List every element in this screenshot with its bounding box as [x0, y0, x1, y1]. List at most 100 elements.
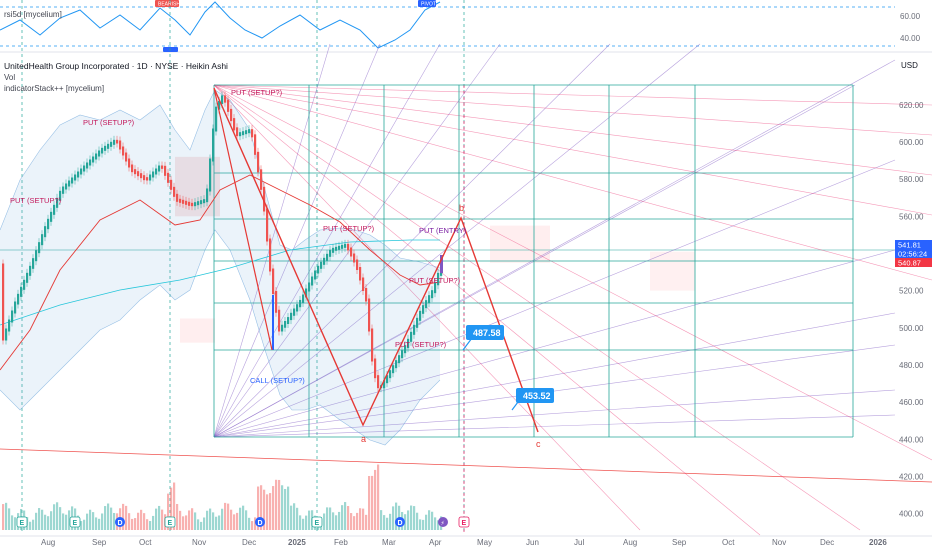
- time-tick-label: 2026: [869, 538, 887, 547]
- candle-body: [134, 169, 137, 175]
- volume-bar: [419, 519, 422, 530]
- volume-bar: [266, 494, 269, 530]
- candle-body: [152, 171, 155, 178]
- volume-bar: [428, 510, 431, 530]
- price-tick-label: 420.00: [899, 472, 924, 481]
- pink-fan-line: [213, 84, 932, 461]
- candle-body: [131, 164, 134, 173]
- signal-annotation: PUT (SETUP?): [83, 118, 135, 127]
- alert-lightning-glyph: ⚡: [441, 520, 445, 527]
- candle-body: [35, 250, 38, 262]
- signal-annotation: CALL (SETUP?): [250, 376, 305, 385]
- candle-body: [278, 309, 281, 332]
- volume-bar: [437, 520, 440, 530]
- candle-body: [176, 193, 179, 202]
- time-tick-label: Dec: [820, 538, 834, 547]
- bearish-marker-label: BEARISH: [158, 2, 180, 8]
- volume-bar: [212, 512, 215, 530]
- candle-body: [326, 253, 329, 261]
- volume-bar: [272, 486, 275, 530]
- time-tick-label: Mar: [382, 538, 396, 547]
- volume-bar: [392, 506, 395, 530]
- volume-bar: [248, 517, 251, 530]
- rsi-level-label: 40.00: [900, 34, 921, 43]
- candle-body: [224, 95, 227, 103]
- volume-bar: [14, 517, 17, 530]
- candle-body: [386, 375, 389, 384]
- volume-bar: [353, 516, 356, 530]
- candle-body: [56, 197, 59, 208]
- candle-body: [260, 169, 263, 190]
- candle-body: [383, 380, 386, 389]
- candle-body: [311, 276, 314, 286]
- volume-bar: [179, 510, 182, 530]
- candle-body: [293, 308, 296, 316]
- candle-body: [62, 186, 65, 194]
- target-label-1: 487.58: [473, 328, 501, 338]
- candle-body: [245, 130, 248, 135]
- gann-fan-line: [213, 43, 501, 438]
- volume-bar: [332, 512, 335, 530]
- symbol-title[interactable]: UnitedHealth Group Incorporated · 1D · N…: [4, 61, 228, 71]
- candle-body: [359, 267, 362, 281]
- volume-bar: [308, 510, 311, 530]
- volume-bar: [38, 508, 41, 530]
- candle-body: [329, 249, 332, 257]
- candle-body: [305, 288, 308, 298]
- candle-body: [26, 272, 29, 283]
- supply-zone: [175, 156, 220, 217]
- candle-body: [2, 263, 5, 341]
- dividend-icon: [395, 517, 405, 527]
- volume-bar: [188, 510, 191, 530]
- time-tick-label: Nov: [772, 538, 786, 547]
- candle-body: [350, 247, 353, 257]
- volume-bar: [170, 487, 173, 530]
- candle-body: [422, 305, 425, 314]
- candle-body: [113, 139, 116, 145]
- candle-body: [146, 177, 149, 181]
- candle-body: [425, 300, 428, 309]
- dividend-icon-label: D: [118, 520, 123, 527]
- price-badge-label: 540.87: [898, 259, 921, 268]
- volume-bar: [104, 506, 107, 530]
- volume-bar: [407, 510, 410, 530]
- volume-bar: [236, 512, 239, 530]
- volume-bar: [98, 518, 101, 530]
- volume-legend: Vol: [4, 73, 16, 82]
- gann-fan-line: [213, 249, 896, 438]
- candle-body: [41, 234, 44, 246]
- volume-bar: [149, 521, 152, 530]
- volume-bar: [5, 502, 8, 530]
- candle-body: [332, 247, 335, 253]
- volume-bar: [80, 521, 83, 530]
- candle-body: [314, 270, 317, 280]
- currency-label[interactable]: USD: [901, 61, 918, 70]
- wave-label-b: b: [459, 203, 464, 213]
- time-tick-label: Nov: [192, 538, 206, 547]
- volume-bar: [341, 505, 344, 530]
- candle-body: [299, 299, 302, 308]
- volume-bar: [125, 505, 128, 530]
- candle-body: [323, 257, 326, 265]
- volume-bar: [65, 514, 68, 530]
- volume-bar: [47, 516, 50, 530]
- candle-body: [431, 290, 434, 299]
- volume-bar: [377, 464, 380, 530]
- volume-group: [2, 464, 443, 530]
- candle-body: [419, 310, 422, 321]
- signal-annotation: PUT (SETUP?): [395, 340, 447, 349]
- volume-bar: [287, 486, 290, 530]
- gann-fan-line: [213, 43, 381, 438]
- wave-leg-helper: [213, 87, 273, 351]
- volume-bar: [41, 509, 44, 530]
- volume-bar: [296, 507, 299, 530]
- candle-body: [11, 310, 14, 323]
- volume-bar: [230, 509, 233, 530]
- earnings-icon: [311, 516, 323, 528]
- volume-bar: [32, 519, 35, 530]
- volume-bar: [134, 518, 137, 530]
- candle-body: [47, 218, 50, 230]
- dividend-icon-label: D: [398, 520, 403, 527]
- volume-bar: [35, 512, 38, 530]
